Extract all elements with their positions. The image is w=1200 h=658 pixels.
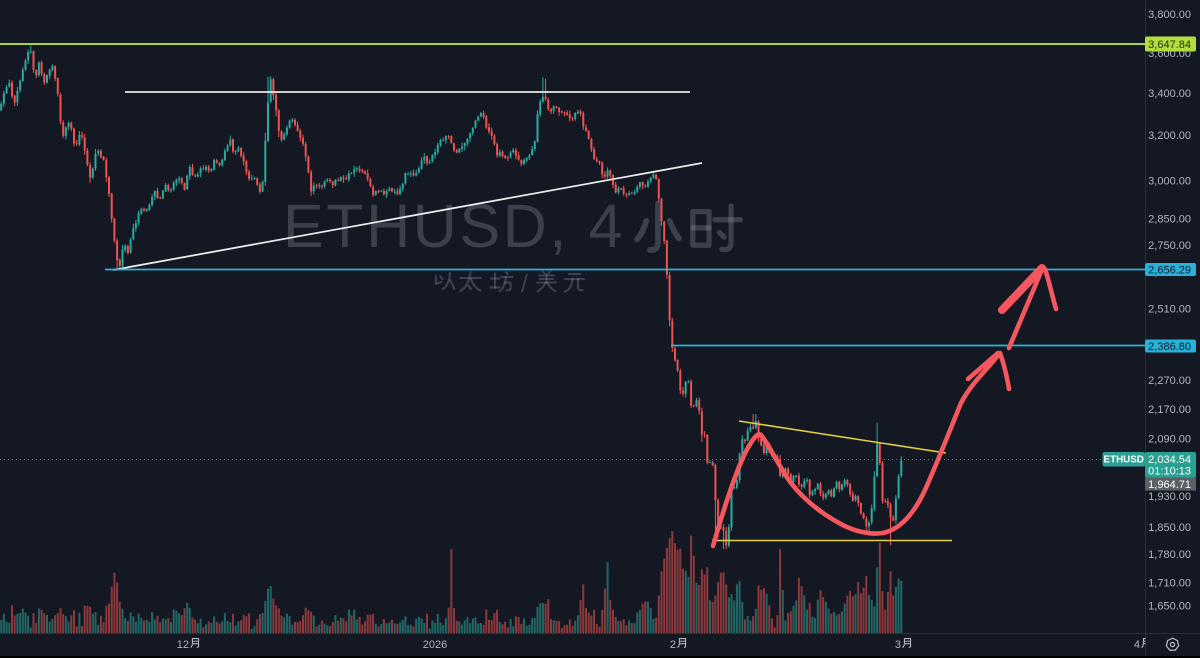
svg-text:1,964.71: 1,964.71 xyxy=(1148,479,1191,491)
svg-text:3,647.84: 3,647.84 xyxy=(1148,39,1191,51)
svg-text:2,170.00: 2,170.00 xyxy=(1148,404,1191,416)
svg-text:2,750.00: 2,750.00 xyxy=(1148,240,1191,252)
svg-text:2,034.54: 2,034.54 xyxy=(1148,454,1191,466)
svg-text:2,510.00: 2,510.00 xyxy=(1148,304,1191,316)
svg-text:3,000.00: 3,000.00 xyxy=(1148,176,1191,188)
svg-text:ETHUSD: ETHUSD xyxy=(1104,455,1144,466)
svg-text:1,930.00: 1,930.00 xyxy=(1148,491,1191,503)
svg-text:2026: 2026 xyxy=(423,639,447,651)
svg-text:1,780.00: 1,780.00 xyxy=(1148,549,1191,561)
svg-text:2,656.29: 2,656.29 xyxy=(1148,265,1191,277)
svg-text:1,850.00: 1,850.00 xyxy=(1148,522,1191,534)
svg-text:3,200.00: 3,200.00 xyxy=(1148,130,1191,142)
svg-text:1,710.00: 1,710.00 xyxy=(1148,578,1191,590)
svg-text:2,850.00: 2,850.00 xyxy=(1148,214,1191,226)
svg-text:ETHUSD, 4: ETHUSD, 4 xyxy=(283,192,625,260)
svg-text:2,270.00: 2,270.00 xyxy=(1148,375,1191,387)
svg-text:2,386.80: 2,386.80 xyxy=(1148,341,1191,353)
svg-text:3,400.00: 3,400.00 xyxy=(1148,88,1191,100)
svg-text:1,650.00: 1,650.00 xyxy=(1148,601,1191,613)
svg-text:4: 4 xyxy=(1134,639,1140,651)
svg-text:3: 3 xyxy=(895,639,901,651)
svg-text:/: / xyxy=(521,270,528,298)
svg-text:01:10:13: 01:10:13 xyxy=(1148,466,1191,478)
svg-text:2,090.00: 2,090.00 xyxy=(1148,434,1191,446)
svg-text:3,800.00: 3,800.00 xyxy=(1148,9,1191,21)
svg-text:12: 12 xyxy=(177,639,189,651)
svg-text:2: 2 xyxy=(670,639,676,651)
